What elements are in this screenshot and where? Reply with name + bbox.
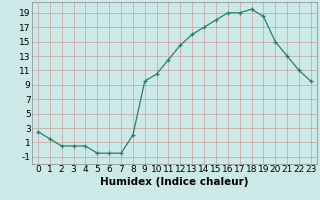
- X-axis label: Humidex (Indice chaleur): Humidex (Indice chaleur): [100, 177, 249, 187]
